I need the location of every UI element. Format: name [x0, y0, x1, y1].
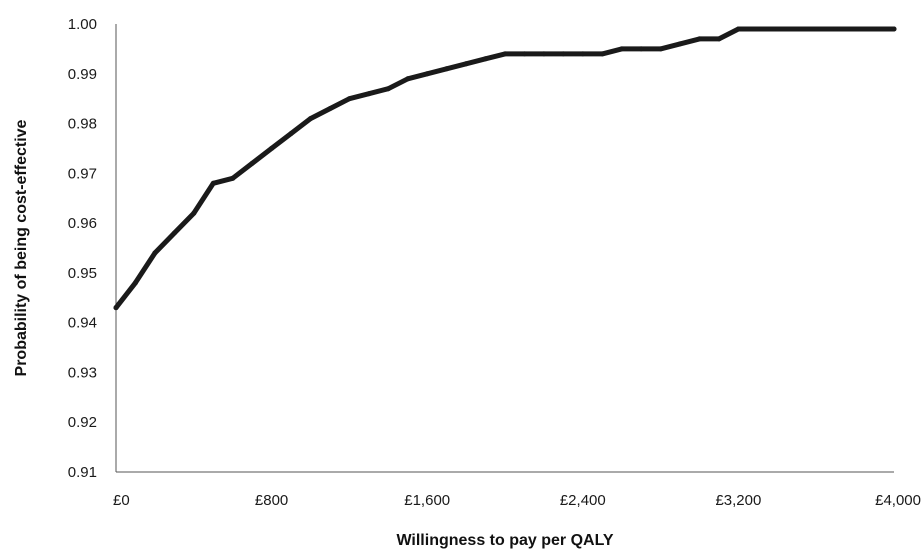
- data-point: [444, 66, 450, 72]
- data-point: [191, 210, 197, 216]
- data-point: [638, 46, 644, 52]
- data-point: [463, 61, 469, 67]
- data-point: [385, 86, 391, 92]
- axes: [115, 24, 894, 473]
- x-tick-label: £2,400: [560, 492, 606, 509]
- y-tick-label: 1.00: [68, 16, 97, 33]
- data-point: [269, 145, 275, 151]
- y-tick-label: 0.96: [68, 215, 97, 232]
- y-tick-label: 0.95: [68, 265, 97, 282]
- data-point: [288, 131, 294, 136]
- data-point: [210, 180, 216, 186]
- data-point: [113, 305, 119, 311]
- data-point: [541, 51, 547, 57]
- y-tick-label: 0.94: [68, 315, 97, 332]
- data-point: [405, 76, 411, 82]
- y-tick-label: 0.97: [68, 165, 97, 182]
- y-tick-label: 0.92: [68, 414, 97, 431]
- data-points: [113, 26, 897, 311]
- data-point: [522, 51, 527, 57]
- data-point: [152, 250, 158, 256]
- data-point: [774, 26, 780, 32]
- y-tick-label: 0.91: [68, 464, 97, 481]
- data-point: [813, 26, 819, 32]
- data-point: [872, 26, 877, 32]
- y-tick-label: 0.93: [68, 364, 97, 381]
- data-point: [366, 91, 372, 97]
- x-tick-label: £4,000: [875, 492, 921, 509]
- data-point: [308, 116, 313, 122]
- data-point: [230, 175, 236, 181]
- data-point: [794, 26, 800, 32]
- data-point: [599, 51, 605, 57]
- x-tick-label: £0: [113, 492, 130, 509]
- data-point: [346, 96, 352, 102]
- data-point: [697, 36, 702, 42]
- y-axis-title: Probability of being cost-effective: [13, 119, 30, 376]
- data-point: [327, 106, 333, 112]
- data-point: [755, 26, 761, 32]
- data-point: [716, 36, 722, 42]
- data-point: [249, 160, 255, 166]
- data-point: [658, 46, 664, 52]
- data-point: [677, 41, 683, 47]
- y-tick-labels: 0.91 0.92 0.93 0.94 0.95 0.96 0.97 0.98 0.99 1.00: [68, 16, 97, 481]
- data-point: [171, 230, 177, 236]
- x-tick-labels: £0 £800 £1,600 £2,400 £3,200 £4,000: [113, 492, 921, 509]
- x-axis-title: Willingness to pay per QALY: [396, 532, 613, 549]
- data-point: [560, 51, 566, 57]
- data-point: [852, 26, 858, 32]
- y-tick-label: 0.98: [68, 116, 97, 133]
- data-point: [132, 280, 138, 286]
- data-point: [483, 56, 488, 62]
- data-point: [619, 46, 625, 52]
- series-line: [113, 26, 897, 311]
- data-point: [833, 26, 839, 32]
- data-point: [891, 26, 897, 32]
- data-point: [580, 51, 586, 57]
- data-point: [424, 71, 430, 77]
- x-tick-label: £800: [255, 492, 288, 509]
- y-tick-label: 0.99: [68, 66, 97, 83]
- data-point: [502, 51, 508, 57]
- x-tick-label: £3,200: [715, 492, 761, 509]
- data-point: [735, 26, 741, 32]
- x-tick-label: £1,600: [404, 492, 450, 509]
